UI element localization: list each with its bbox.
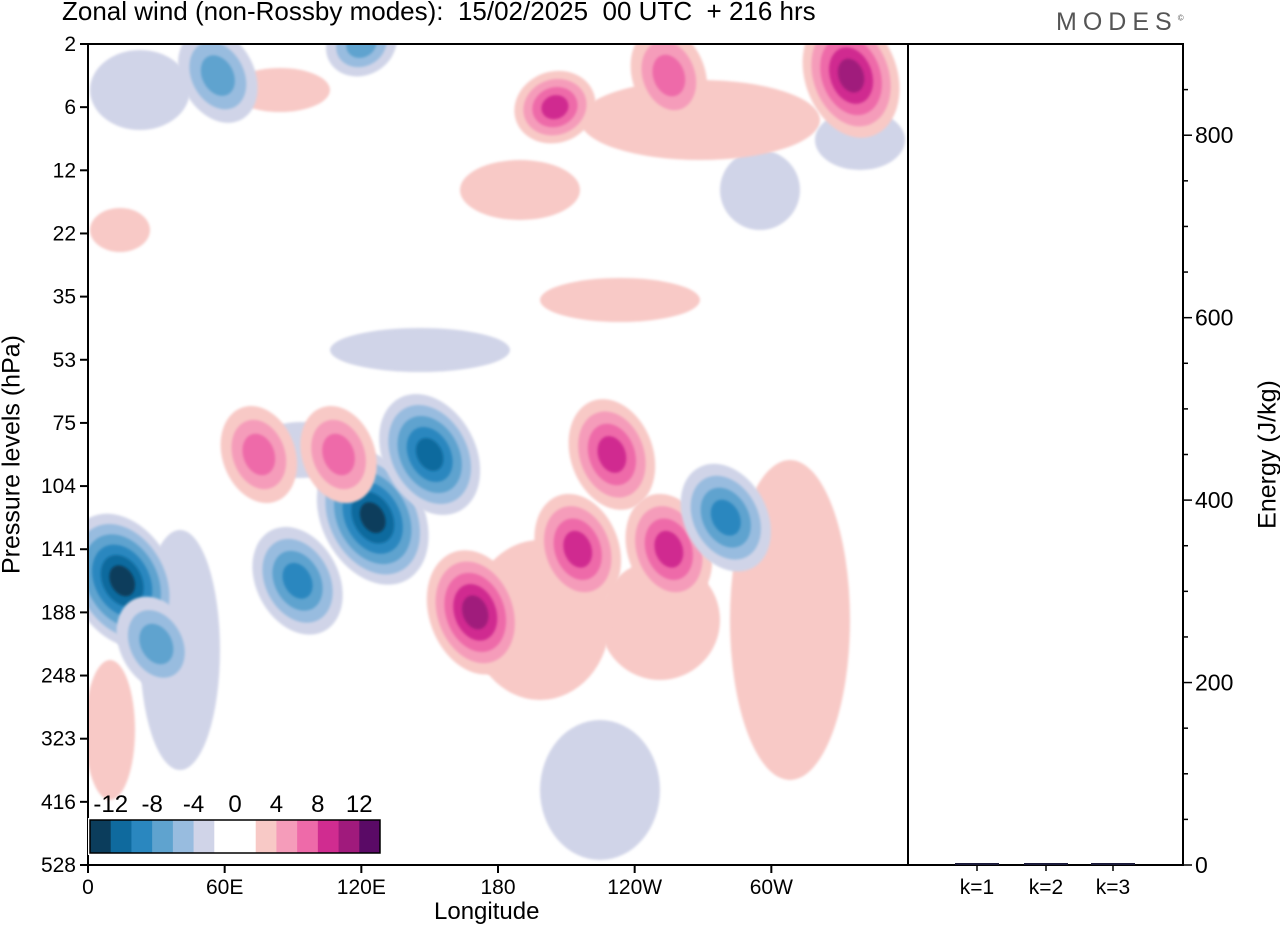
y-tick-label-10: 248 (41, 665, 76, 688)
energy-bar-k=1 (955, 863, 999, 865)
colorbar-label-2: -4 (183, 791, 204, 818)
heatmap-wash-0 (90, 208, 150, 252)
heatmap-feature-2 (252, 526, 343, 635)
modes-logo: MODES© (1056, 8, 1184, 37)
colorbar-swatch-6 (214, 820, 236, 853)
x-tick-label-3: 180 (480, 876, 515, 899)
logo-text: MODES (1056, 8, 1178, 36)
heatmap-feature-13 (630, 44, 708, 125)
energy-tick-label-4: 800 (1195, 122, 1233, 148)
colorbar-swatch-11 (317, 820, 340, 853)
y-tick-label-2: 12 (53, 159, 76, 182)
energy-frame (907, 43, 1184, 866)
energy-tick-label-2: 400 (1195, 487, 1233, 513)
heatmap-wash-11 (540, 720, 660, 860)
y-tick-label-6: 75 (53, 412, 76, 435)
y-tick-label-8: 141 (41, 538, 76, 561)
colorbar-swatch-13 (359, 820, 381, 853)
colorbar-swatch-8 (255, 820, 277, 853)
colorbar-label-6: 12 (346, 791, 373, 818)
heatmap-feature-10 (220, 405, 298, 504)
colorbar-label-5: 8 (311, 791, 324, 818)
y-tick-label-7: 104 (41, 475, 76, 498)
energy-cat-label-1: k=2 (1029, 876, 1063, 899)
heatmap-feature-7 (568, 399, 656, 510)
heatmap-feature-9 (680, 463, 771, 572)
y-tick-label-13: 528 (41, 854, 76, 877)
energy-tick-label-3: 600 (1195, 305, 1233, 331)
heatmap-wash-6 (330, 328, 510, 372)
heatmap-feature-5 (426, 550, 524, 675)
energy-axis: 0 200 400 600 800 (1183, 88, 1233, 878)
colorbar-label-1: -8 (141, 791, 162, 818)
heatmap-feature-1 (116, 596, 197, 692)
energy-bars: k=1 k=2 k=3 (955, 863, 1135, 899)
heatmap-wash-7 (580, 80, 820, 160)
heatmap-wash-3 (460, 160, 580, 220)
heatmap-feature-6 (534, 493, 622, 605)
x-tick-label-0: 0 (82, 876, 94, 899)
heatmap-feature-14 (514, 70, 596, 144)
x-axis: 0 60E 120E 180 120W 60W (82, 865, 793, 899)
y-tick-label-12: 416 (41, 791, 76, 814)
colorbar-swatch-2 (131, 820, 153, 853)
y-tick-label-0: 2 (64, 33, 76, 56)
y-tick-label-4: 35 (53, 286, 76, 309)
x-tick-label-4: 120W (607, 876, 662, 899)
y-tick-label-3: 22 (53, 222, 76, 245)
energy-tick-label-1: 200 (1195, 670, 1233, 696)
colorbar-border (89, 819, 381, 854)
energy-axis-label: Energy (J/kg) (1253, 380, 1280, 529)
x-axis-label: Longitude (434, 898, 540, 925)
logo-mark: © (1177, 13, 1184, 23)
colorbar-swatch-0 (90, 820, 112, 853)
colorbar-swatch-3 (152, 820, 174, 853)
colorbar-swatch-9 (276, 820, 298, 853)
colorbar-label-0: -12 (93, 791, 128, 818)
y-tick-label-1: 6 (64, 96, 76, 119)
heatmap-feature-4 (379, 394, 481, 515)
chart-title: Zonal wind (non-Rossby modes): 15/02/202… (62, 0, 816, 26)
x-tick-label-5: 60W (750, 876, 793, 899)
colorbar-swatch-5 (193, 820, 215, 853)
colorbar: -12 -8 -4 0 4 8 12 (88, 791, 382, 855)
heatmap-wash-12 (88, 660, 135, 800)
energy-bar-k=2 (1024, 863, 1068, 865)
heatmap-feature-15 (178, 44, 258, 123)
y-tick-label-11: 323 (41, 728, 76, 751)
colorbar-swatch-12 (338, 820, 360, 853)
energy-cat-label-2: k=3 (1096, 876, 1130, 899)
x-tick-label-1: 60E (206, 876, 243, 899)
colorbar-label-3: 0 (228, 791, 241, 818)
colorbar-swatch-1 (110, 820, 132, 853)
heatmap-field (88, 44, 905, 860)
heatmap-feature-11 (300, 405, 377, 504)
y-axis-label: Pressure levels (hPa) (0, 335, 26, 574)
x-tick-label-2: 120E (337, 876, 386, 899)
energy-bar-k=3 (1091, 863, 1135, 865)
colorbar-swatch-10 (297, 820, 319, 853)
heatmap-wash-2 (540, 278, 700, 322)
y-axis: 2 6 12 22 35 53 75 104 141 188 248 323 416 528 (41, 33, 88, 877)
colorbar-swatch-4 (172, 820, 195, 853)
colorbar-label-4: 4 (270, 791, 283, 818)
heatmap-wash-4 (720, 150, 800, 230)
heatmap-wash-9 (90, 50, 190, 130)
y-tick-label-9: 188 (41, 601, 76, 624)
energy-cat-label-0: k=1 (960, 876, 994, 899)
y-tick-label-5: 53 (53, 349, 76, 372)
colorbar-swatch-7 (235, 820, 257, 853)
energy-tick-label-0: 0 (1195, 852, 1208, 878)
